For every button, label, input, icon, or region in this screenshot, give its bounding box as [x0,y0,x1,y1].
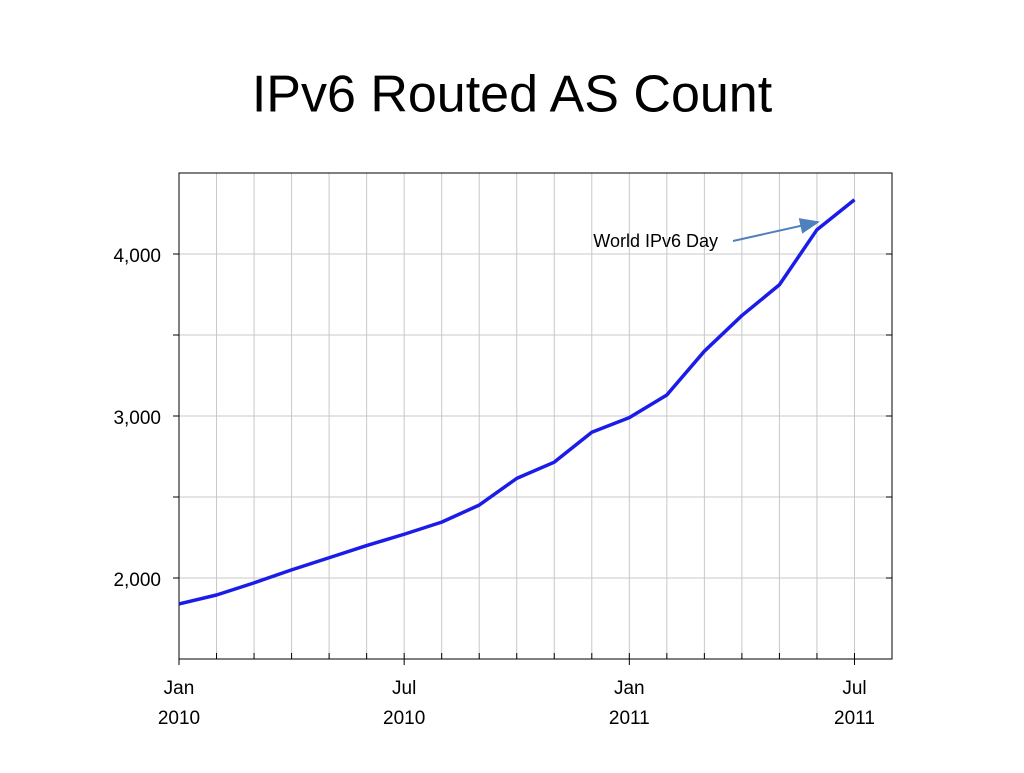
annotation: World IPv6 Day [593,231,718,251]
y-tick-label: 2,000 [113,570,161,591]
x-tick-label: Jul [842,678,866,699]
annotation-arrow [732,218,820,242]
x-tick-label: Jul [392,678,416,699]
x-tick-label: 2010 [158,708,200,729]
data-line [178,198,856,606]
y-tick-label: 3,000 [113,408,161,429]
x-tick-label: Jan [614,678,645,699]
x-tick-label: Jan [164,678,195,699]
plot-frame [178,172,893,660]
x-tick-label: 2011 [834,708,875,729]
axes: 2,000 3,000 4,000 Jan 2010 Jul 2010 Jan 2011 Jul 2… [113,172,893,729]
x-tick-label: 2010 [383,708,425,729]
y-tick-label: 4,000 [113,246,161,267]
chart-title: IPv6 Routed AS Count [252,66,773,124]
x-tick-label: 2011 [609,708,650,729]
